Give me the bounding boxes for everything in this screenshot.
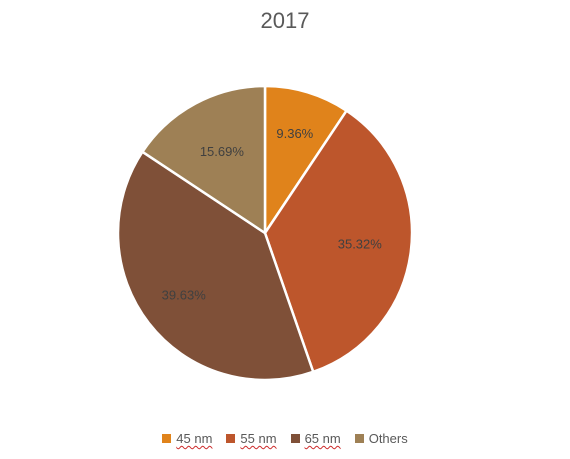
legend-label-55nm: 55 nm	[240, 431, 277, 446]
legend-swatch-others	[354, 434, 364, 443]
legend-swatch-45nm	[162, 434, 172, 443]
legend: 45 nm 55 nm 65 nm Others	[0, 431, 570, 446]
legend-item-45nm: 45 nm	[162, 431, 212, 446]
legend-item-55nm: 55 nm	[226, 431, 277, 446]
legend-label-45nm: 45 nm	[176, 431, 213, 446]
data-label-55nm: 35.32%	[338, 237, 383, 252]
legend-swatch-55nm	[226, 434, 236, 443]
data-label-45nm: 9.36%	[276, 126, 313, 141]
pie-slice-65nm	[116, 150, 315, 382]
legend-label-others: Others	[368, 431, 408, 446]
pie-slice-55nm	[263, 109, 414, 374]
pie-slice-45nm	[263, 84, 348, 235]
legend-item-others: Others	[354, 431, 408, 446]
legend-label-65nm: 65 nm	[304, 431, 341, 446]
pie-slice-others	[141, 84, 267, 235]
chart-title: 2017	[260, 8, 310, 33]
legend-swatch-65nm	[290, 434, 300, 443]
legend-item-65nm: 65 nm	[290, 431, 341, 446]
data-label-65nm: 39.63%	[162, 288, 207, 303]
data-label-others: 15.69%	[200, 144, 245, 159]
